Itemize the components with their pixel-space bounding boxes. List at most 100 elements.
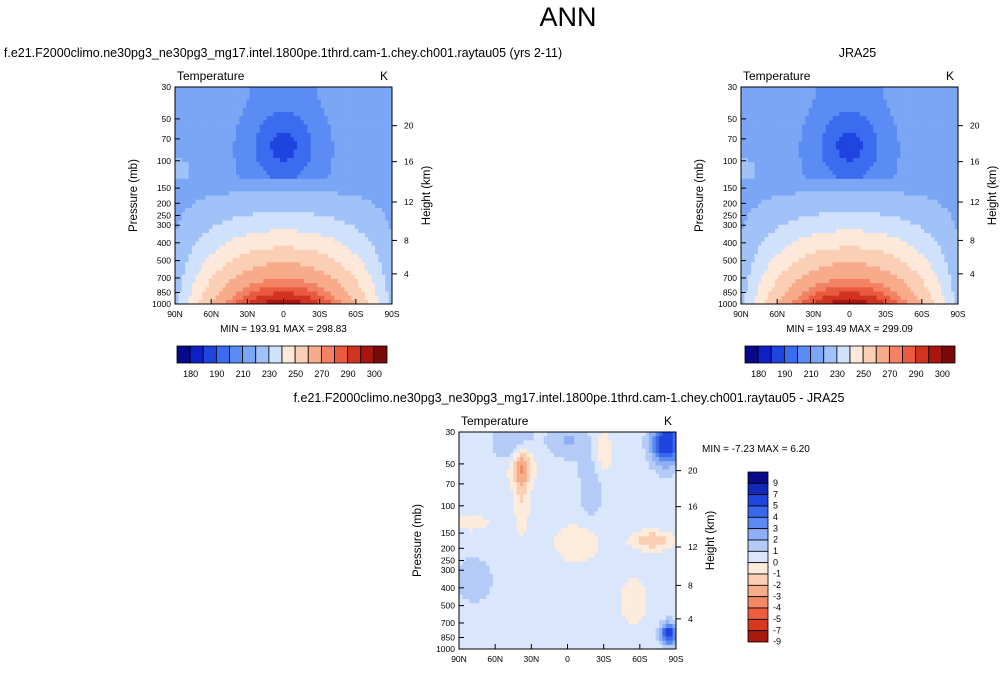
field-cell <box>358 233 362 238</box>
field-cell <box>808 262 813 267</box>
field-cell <box>246 103 250 109</box>
field-cell <box>785 91 789 96</box>
field-cell <box>219 153 223 159</box>
field-cell <box>771 191 776 196</box>
field-cell <box>198 91 203 96</box>
field-cell <box>808 191 813 196</box>
field-cell <box>263 274 267 280</box>
field-cell <box>744 116 749 121</box>
field-cell <box>198 233 203 238</box>
field-cell <box>771 95 776 100</box>
field-cell <box>818 220 823 226</box>
field-cell <box>205 166 210 171</box>
field-cell <box>798 278 803 284</box>
field-cell <box>324 299 328 305</box>
field-cell <box>835 274 840 280</box>
field-cell <box>239 283 244 288</box>
field-cell <box>246 253 250 259</box>
field-cell <box>835 124 840 130</box>
field-cell <box>198 120 203 125</box>
field-cell <box>317 128 322 134</box>
field-cell <box>385 166 390 171</box>
field-cell <box>358 128 362 134</box>
field-cell <box>222 120 227 125</box>
field-cell <box>239 237 244 242</box>
field-cell <box>805 120 810 125</box>
field-cell <box>764 166 769 171</box>
field-cell <box>741 274 745 280</box>
field-cell <box>388 145 393 150</box>
field-cell <box>808 287 813 292</box>
field-cell <box>751 199 755 205</box>
field-cell <box>229 170 234 176</box>
field-cell <box>771 116 776 121</box>
field-cell <box>293 199 298 205</box>
field-cell <box>788 182 793 188</box>
field-cell <box>324 103 328 109</box>
field-cell <box>293 258 298 263</box>
field-cell <box>825 237 830 242</box>
field-cell <box>785 145 789 150</box>
field-cell <box>795 299 800 305</box>
field-cell <box>314 166 318 171</box>
field-cell <box>283 228 288 234</box>
field-cell <box>832 299 837 305</box>
field-cell <box>266 249 271 255</box>
field-cell <box>388 166 393 171</box>
field-cell <box>842 233 847 238</box>
field-cell <box>751 170 755 176</box>
field-cell <box>334 107 339 113</box>
field-cell <box>232 112 237 117</box>
field-cell <box>347 107 352 113</box>
field-cell <box>747 199 752 205</box>
field-cell <box>747 228 752 234</box>
field-cell <box>222 220 227 226</box>
field-cell <box>825 157 830 163</box>
field-cell <box>181 137 186 142</box>
field-cell <box>334 157 339 163</box>
field-cell <box>341 278 345 284</box>
field-cell <box>236 228 240 234</box>
field-cell <box>269 170 274 176</box>
field-cell <box>266 241 271 246</box>
field-cell <box>266 216 271 221</box>
field-cell <box>259 112 264 117</box>
field-cell <box>297 233 301 238</box>
field-cell <box>314 132 318 138</box>
field-cell <box>832 103 837 109</box>
field-cell <box>839 266 844 272</box>
field-cell <box>812 153 816 159</box>
field-cell <box>751 187 755 192</box>
field-cell <box>364 262 369 267</box>
field-cell <box>358 178 362 184</box>
field-cell <box>191 153 196 159</box>
field-cell <box>225 195 230 201</box>
field-cell <box>751 112 755 117</box>
field-cell <box>761 287 766 292</box>
field-cell <box>269 153 274 159</box>
field-cell <box>320 178 325 184</box>
field-cell <box>791 132 796 138</box>
field-cell <box>246 162 250 167</box>
field-cell <box>330 182 335 188</box>
field-cell <box>781 253 786 259</box>
field-cell <box>330 145 335 150</box>
field-cell <box>293 145 298 150</box>
field-cell <box>337 291 342 297</box>
field-cell <box>232 291 237 297</box>
field-cell <box>744 99 749 105</box>
field-cell <box>839 291 844 297</box>
field-cell <box>839 212 844 217</box>
field-cell <box>212 157 217 163</box>
field-cell <box>175 208 179 213</box>
field-cell <box>246 137 250 142</box>
field-cell <box>293 91 298 96</box>
field-cell <box>818 212 823 217</box>
field-cell <box>815 216 820 221</box>
field-cell <box>276 266 281 272</box>
field-cell <box>300 241 305 246</box>
field-cell <box>741 249 745 255</box>
field-cell <box>314 283 318 288</box>
field-cell <box>388 137 393 142</box>
field-cell <box>778 120 783 125</box>
